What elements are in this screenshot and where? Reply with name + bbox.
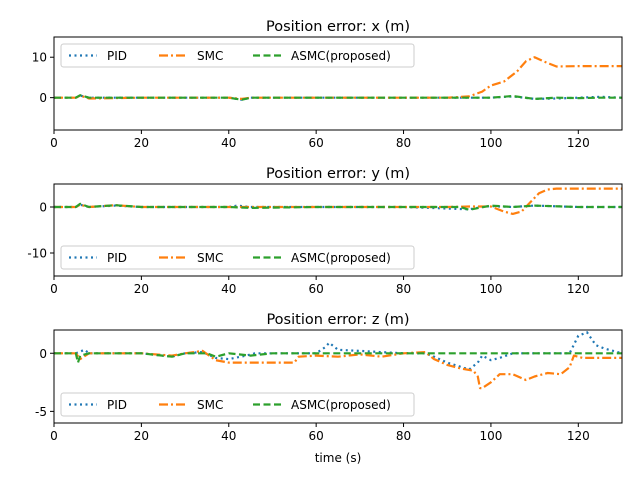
legend: PID SMC ASMC(proposed) [60, 43, 415, 68]
y-tick-label: -10 [27, 247, 47, 261]
y-tick-label: 0 [39, 91, 47, 105]
plot-area [54, 331, 622, 390]
subplot-title: Position error: z (m) [266, 312, 409, 328]
legend: PID SMC ASMC(proposed) [60, 245, 415, 270]
x-tick-label: 100 [479, 429, 502, 443]
x-tick-label: 80 [396, 136, 411, 150]
legend-label: ASMC(proposed) [291, 398, 391, 412]
legend-box [60, 245, 415, 270]
y-tick-label: 10 [32, 51, 47, 65]
x-tick-label: 100 [479, 136, 502, 150]
legend: PID SMC ASMC(proposed) [60, 392, 415, 417]
x-tick-label: 60 [309, 429, 324, 443]
x-tick-label: 80 [396, 429, 411, 443]
x-tick-label: 120 [567, 282, 590, 296]
axes-frame [53, 329, 623, 424]
series-line-pid [54, 331, 622, 371]
x-tick-label: 40 [221, 429, 236, 443]
x-tick-label: 20 [134, 429, 149, 443]
legend-label: ASMC(proposed) [291, 49, 391, 63]
x-tick-label: 100 [479, 282, 502, 296]
series-line-smc [54, 56, 622, 100]
y-tick-label: -5 [35, 405, 47, 419]
x-tick-label: 120 [567, 429, 590, 443]
y-tick-label: 0 [39, 347, 47, 361]
legend-box [60, 43, 415, 68]
x-tick-label: 0 [50, 429, 58, 443]
subplot-1: 0 20 40 60 80 100 120 0 10 Position error: x (m) P… [32, 19, 623, 150]
y-tick-label: 0 [39, 201, 47, 215]
legend-label: SMC [197, 49, 223, 63]
subplot-title: Position error: y (m) [266, 166, 410, 182]
series-line-asmc-proposed [54, 202, 622, 211]
series-line-smc [54, 187, 622, 215]
legend-label: ASMC(proposed) [291, 251, 391, 265]
x-tick-label: 80 [396, 282, 411, 296]
x-tick-label: 40 [221, 136, 236, 150]
subplot-2: 0 20 40 60 80 100 120 -10 0 Position error: y (m)… [27, 166, 623, 296]
series-line-asmc-proposed [54, 94, 622, 101]
x-tick-label: 20 [134, 136, 149, 150]
axes-frame [53, 183, 623, 277]
legend-label: PID [107, 49, 127, 63]
x-tick-label: 0 [50, 282, 58, 296]
x-tick-label: 60 [309, 282, 324, 296]
legend-label: SMC [197, 251, 223, 265]
axes-frame [53, 36, 623, 131]
series-line-asmc-proposed [54, 352, 622, 364]
x-tick-label: 40 [221, 282, 236, 296]
legend-label: PID [107, 251, 127, 265]
legend-box [60, 392, 415, 417]
x-tick-label: 120 [567, 136, 590, 150]
plot-area [54, 56, 622, 101]
legend-label: PID [107, 398, 127, 412]
legend-label: SMC [197, 398, 223, 412]
plot-area [54, 187, 622, 215]
series-line-smc [54, 349, 622, 390]
x-tick-label: 20 [134, 282, 149, 296]
x-axis-label: time (s) [315, 451, 362, 465]
x-tick-label: 0 [50, 136, 58, 150]
subplot-title: Position error: x (m) [266, 19, 410, 35]
x-tick-label: 60 [309, 136, 324, 150]
